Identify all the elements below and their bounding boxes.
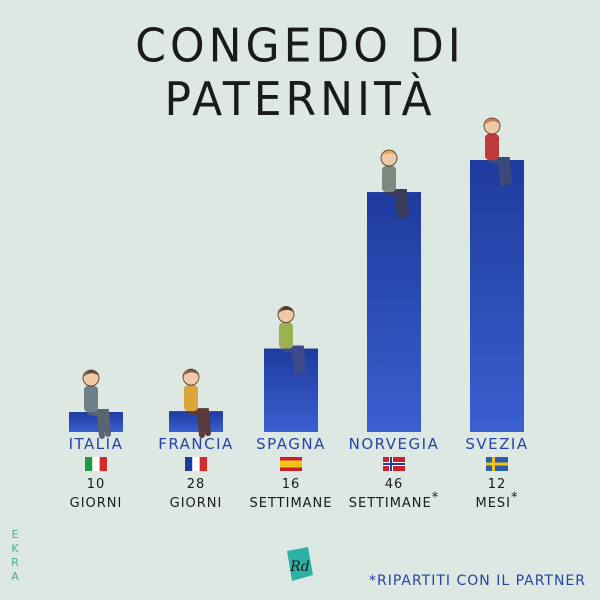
value-number: 12 — [487, 477, 507, 492]
person-figure-italia — [82, 369, 111, 439]
value-unit: GIORNI — [169, 496, 223, 511]
bar-norvegia — [367, 192, 421, 432]
person-figure-francia — [182, 368, 211, 439]
value-label-francia: 28 GIORNI — [136, 475, 256, 513]
value-unit: SETTIMANE* — [348, 490, 440, 511]
bar-svezia — [470, 160, 524, 432]
value-label-norvegia: 46 SETTIMANE* — [334, 475, 454, 513]
person-figure-spagna — [277, 306, 306, 376]
value-unit: MESI* — [475, 490, 519, 511]
chart-title: CONGEDO DI PATERNITÀ — [135, 19, 465, 127]
value-number: 28 — [186, 477, 206, 492]
country-label-italia: ITALIA — [68, 435, 124, 453]
person-figure-svezia — [483, 117, 512, 187]
france-flag-icon — [185, 457, 207, 471]
value-number: 10 — [86, 477, 106, 492]
value-number: 16 — [281, 477, 301, 492]
spain-flag-icon — [280, 457, 302, 471]
person-figure-norvegia — [380, 149, 409, 220]
value-unit: GIORNI — [69, 496, 123, 511]
country-label-svezia: SVEZIA — [465, 435, 529, 453]
footnote-marker: * — [431, 490, 440, 506]
italy-flag-icon — [85, 457, 107, 471]
country-label-francia: FRANCIA — [158, 435, 234, 453]
bar-spagna — [264, 348, 318, 432]
country-label-spagna: SPAGNA — [256, 435, 326, 453]
rd-logo: Rd — [287, 547, 313, 581]
norway-flag-icon — [383, 457, 405, 471]
value-number: 46 — [384, 477, 404, 492]
logo-text: Rd — [289, 559, 310, 575]
value-label-spagna: 16 SETTIMANE — [231, 475, 351, 513]
sweden-flag-icon — [486, 457, 508, 471]
footnote: *RIPARTITI CON IL PARTNER — [368, 573, 586, 589]
value-unit: SETTIMANE — [249, 496, 333, 511]
country-label-norvegia: NORVEGIA — [348, 435, 440, 453]
footnote-marker: * — [511, 490, 519, 506]
value-label-italia: 10 GIORNI — [36, 475, 156, 513]
value-label-svezia: 12 MESI* — [437, 475, 557, 513]
